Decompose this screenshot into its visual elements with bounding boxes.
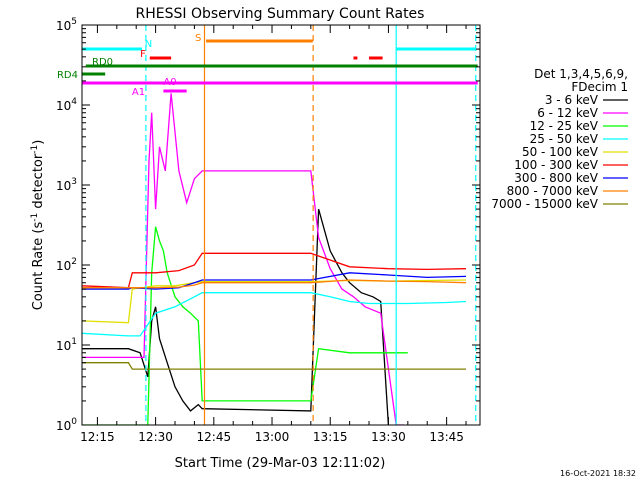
y-tick-exponent: 2 — [71, 257, 77, 267]
series-line-8 — [82, 279, 467, 289]
mode-bar-label: N — [145, 39, 152, 50]
mode-bar-label: S — [195, 33, 201, 44]
legend-label: 12 - 25 keV — [530, 119, 599, 133]
y-tick-exponent: 5 — [71, 17, 77, 27]
series-line-4 — [82, 292, 467, 337]
y-axis-label: Count Rate (s-1 detector-1) — [30, 140, 46, 311]
legend-label: 800 - 7000 keV — [507, 184, 599, 198]
y-tick-base: 10 — [56, 339, 71, 353]
legend-label: 25 - 50 keV — [530, 132, 599, 146]
y-tick-base: 10 — [56, 419, 71, 433]
chart-title: RHESSI Observing Summary Count Rates — [136, 6, 425, 22]
x-tick-label: 13:15 — [313, 430, 348, 444]
mode-bar-label: F — [140, 49, 146, 60]
y-tick-base: 10 — [56, 19, 71, 33]
y-tick-base: 10 — [56, 179, 71, 193]
legend-label: 7000 - 15000 keV — [491, 197, 598, 211]
footer-timestamp: 16-Oct-2021 18:32 — [560, 469, 636, 478]
y-tick-base: 10 — [56, 99, 71, 113]
y-tick-base: 10 — [56, 259, 71, 273]
plot-frame — [81, 24, 481, 426]
y-tick-exponent: 3 — [71, 177, 77, 187]
x-tick-label: 12:45 — [197, 430, 232, 444]
annotation-layer: N S F RD0 RD4 A1 A0 — [57, 25, 478, 425]
x-tick-label: 13:00 — [255, 430, 290, 444]
y-tick-label: 103 — [56, 177, 77, 193]
mode-bar-label: A1 — [132, 87, 145, 98]
legend-label: 50 - 100 keV — [522, 145, 599, 159]
x-axis-label: Start Time (29-Mar-03 12:11:02) — [175, 456, 386, 471]
y-axis-label-main: Count Rate (s — [31, 222, 46, 311]
y-tick-exponent: 4 — [71, 97, 77, 107]
y-tick-label: 101 — [56, 337, 77, 353]
y-tick-label: 102 — [56, 257, 77, 273]
legend-header-2: FDecim 1 — [571, 80, 628, 94]
legend-label: 6 - 12 keV — [537, 106, 599, 120]
legend-label: 3 - 6 keV — [545, 93, 599, 107]
x-tick-label: 13:30 — [371, 430, 406, 444]
series-line-3 — [82, 226, 408, 425]
series-layer — [82, 93, 467, 425]
y-tick-exponent: 1 — [71, 337, 77, 347]
x-tick-label: 13:45 — [429, 430, 464, 444]
y-axis-label-sup2: -1 — [30, 145, 40, 154]
x-tick-label: 12:15 — [80, 430, 115, 444]
y-axis-label-mid: detector — [31, 153, 46, 213]
y-axis-label-end: ) — [31, 140, 46, 145]
y-tick-exponent: 0 — [71, 417, 77, 427]
mode-bar-label: RD4 — [57, 70, 78, 81]
mode-bar-label: RD0 — [92, 57, 113, 68]
series-line-2 — [82, 93, 404, 425]
y-tick-label: 100 — [56, 417, 77, 433]
y-axis-label-sup1: -1 — [30, 213, 40, 222]
x-tick-label: 12:30 — [138, 430, 173, 444]
y-tick-label: 104 — [56, 97, 77, 113]
mode-bar-label: A0 — [163, 77, 176, 88]
y-tick-label: 105 — [56, 17, 77, 33]
axis-layer: 12:15 12:30 12:45 13:00 13:15 13:30 13:4510010… — [56, 17, 480, 444]
legend-label: 300 - 800 keV — [514, 171, 598, 185]
legend-header-1: Det 1,3,4,5,6,9, — [534, 67, 628, 81]
series-line-6 — [82, 252, 467, 289]
series-line-9 — [82, 362, 466, 370]
legend-label: 100 - 300 keV — [514, 158, 598, 172]
